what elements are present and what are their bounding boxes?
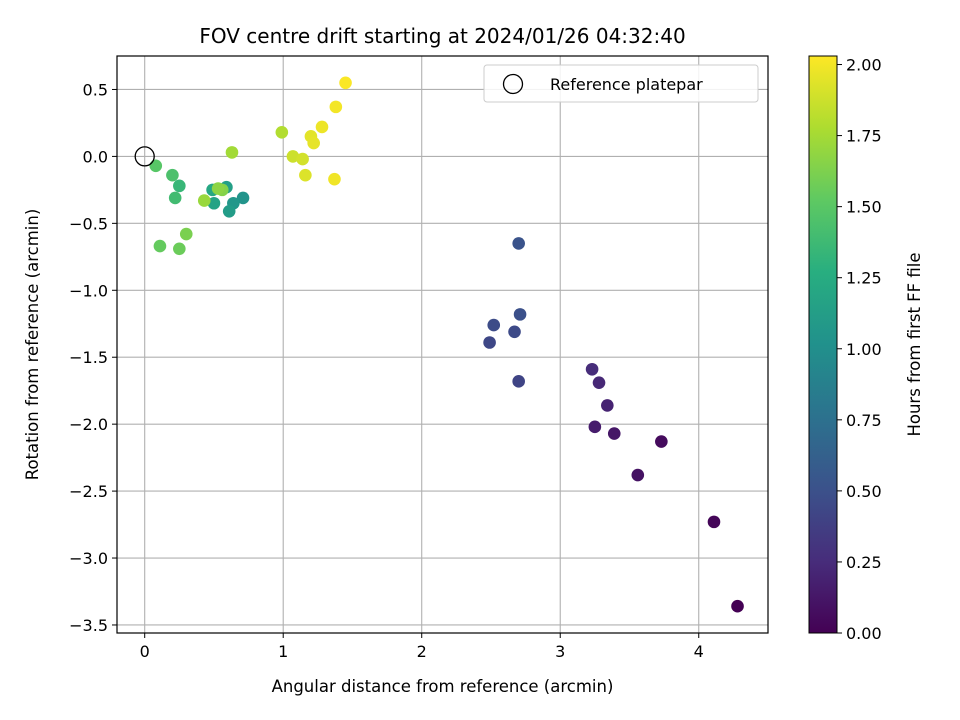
y-tick-label: −2.5	[69, 482, 108, 501]
data-point	[508, 325, 521, 339]
colorbar-tick-label: 0.00	[846, 624, 882, 643]
colorbar-tick-label: 0.50	[846, 482, 882, 501]
legend-box	[483, 64, 759, 103]
plot-frame	[116, 55, 769, 634]
y-tick-label: −1.5	[69, 348, 108, 367]
colorbar-ticks: 0.00 0.25 0.50 0.75 1.00 1.25 1.50 1.75 2.00	[837, 56, 882, 643]
y-tick-label: −0.5	[69, 214, 108, 233]
data-point	[512, 237, 525, 250]
x-tick-label: 0	[140, 642, 150, 661]
x-tick-label: 2	[417, 642, 427, 661]
data-point	[296, 152, 309, 166]
colorbar-gradient	[808, 55, 838, 634]
data-point	[168, 191, 182, 205]
data-point	[179, 227, 193, 241]
data-point	[207, 196, 221, 210]
y-tick-label: −3.5	[69, 616, 108, 635]
data-point	[225, 146, 239, 159]
data-point	[222, 204, 236, 218]
data-point	[592, 376, 606, 389]
legend-reference-marker	[502, 73, 524, 95]
data-point	[299, 168, 312, 182]
data-point	[512, 375, 525, 388]
data-point	[655, 435, 668, 448]
data-point	[513, 308, 527, 321]
colorbar-tick-label: 1.50	[846, 198, 882, 217]
data-point	[707, 515, 721, 529]
x-tick-label: 1	[278, 642, 288, 661]
data-point	[173, 179, 186, 193]
data-point	[585, 362, 599, 376]
colorbar-tick-label: 1.75	[846, 127, 882, 146]
scatter-points	[149, 76, 744, 613]
data-point	[149, 159, 163, 173]
x-tick-label: 3	[555, 642, 565, 661]
data-point	[211, 182, 225, 195]
data-point	[631, 468, 645, 482]
x-axis-ticks: 0 1 2 3 4	[140, 633, 704, 661]
data-point	[607, 427, 621, 440]
y-axis-ticks: 0.5 0.0 −0.5 −1.0 −1.5 −2.0 −2.5 −3.0 −3.5	[69, 80, 117, 635]
data-point	[487, 318, 501, 332]
colorbar-tick-label: 1.25	[846, 269, 882, 288]
colorbar-tick-label: 0.75	[846, 411, 882, 430]
colorbar-tick-label: 2.00	[846, 56, 882, 75]
data-point	[286, 150, 300, 163]
data-point	[173, 242, 186, 256]
data-point	[236, 191, 250, 205]
colorbar-tick-label: 1.00	[846, 340, 882, 359]
x-tick-label: 4	[694, 642, 704, 661]
colorbar: 0.00 0.25 0.50 0.75 1.00 1.25 1.50 1.75 2.00 Hou…	[808, 55, 924, 643]
reference-platepar-marker	[134, 146, 155, 167]
reference-marker-layer	[134, 146, 155, 167]
data-point	[339, 76, 352, 90]
data-point	[307, 136, 320, 150]
y-tick-label: −3.0	[69, 549, 108, 568]
data-point	[166, 168, 179, 182]
data-point	[197, 194, 211, 207]
colorbar-tick-label: 0.25	[846, 553, 882, 572]
legend: Reference platepar	[483, 64, 759, 103]
legend-entry-reference-platepar: Reference platepar	[550, 75, 703, 94]
data-point	[329, 100, 343, 114]
data-point	[328, 172, 341, 186]
data-point	[275, 126, 289, 139]
chart-title: FOV centre drift starting at 2024/01/26 …	[199, 24, 685, 48]
data-point	[315, 120, 329, 134]
data-point	[588, 420, 602, 434]
data-point	[153, 239, 167, 253]
grid-lines	[117, 56, 768, 633]
y-tick-label: 0.0	[83, 147, 108, 166]
data-point	[601, 399, 614, 412]
y-axis-label: Rotation from reference (arcmin)	[23, 209, 42, 481]
y-tick-label: 0.5	[83, 80, 108, 99]
data-point	[731, 599, 744, 613]
data-point	[483, 336, 496, 349]
y-tick-label: −1.0	[69, 281, 108, 300]
colorbar-label: Hours from first FF file	[905, 252, 924, 436]
x-axis-label: Angular distance from reference (arcmin)	[272, 677, 614, 696]
y-tick-label: −2.0	[69, 415, 108, 434]
